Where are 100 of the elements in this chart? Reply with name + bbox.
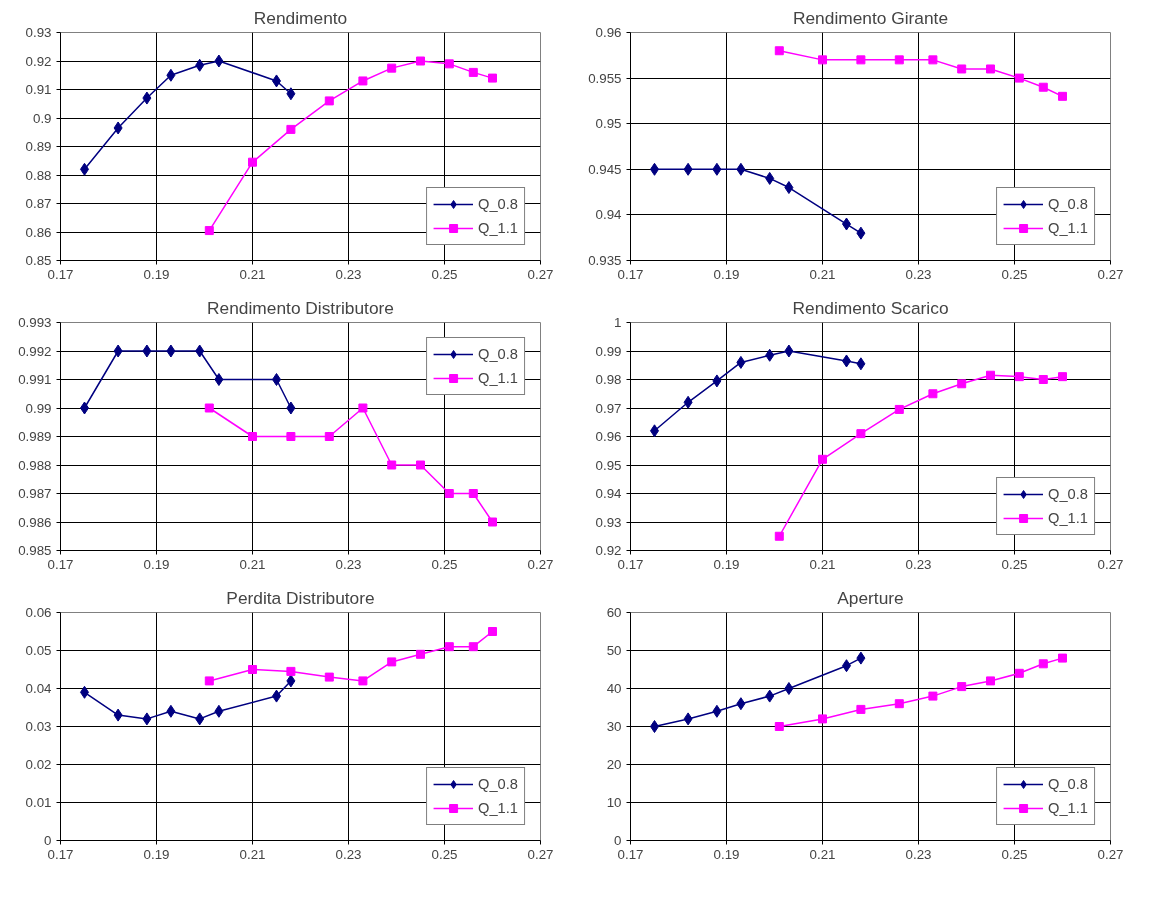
x-tick-label: 0.21 [809,846,836,862]
x-tick-label: 0.23 [335,846,362,862]
x-tick-label: 0.19 [143,556,170,572]
y-tick-label: 0.92 [25,53,52,69]
x-tick-label: 0.17 [617,556,644,572]
y-tick-label: 20 [606,757,622,772]
x-tick-label: 0.23 [905,556,932,572]
y-tick-label: 60 [606,605,622,620]
y-tick-label: 1 [614,315,622,330]
x-tick-label: 0.25 [431,266,458,282]
y-tick-label: 0.99 [595,343,622,359]
chart-title: Aperture [837,587,904,608]
x-tick-label: 0.27 [527,556,554,572]
legend-label: Q_0.8 [478,196,518,212]
y-tick-label: 0.04 [25,681,53,696]
legend-label: Q_1.1 [478,800,518,816]
x-tick-label: 0.21 [809,266,836,282]
chart-title: Rendimento Distributore [207,297,394,318]
legend-label: Q_1.1 [478,220,518,236]
y-tick-label: 0.945 [588,161,622,177]
x-tick-label: 0.17 [47,846,74,862]
y-tick-label: 0.987 [18,486,52,501]
y-tick-label: 0.05 [25,643,52,658]
chart-title: Rendimento Girante [792,7,949,28]
x-tick-label: 0.25 [431,846,458,862]
y-tick-label: 0.9 [32,110,52,126]
y-tick-label: 0.88 [25,167,52,183]
legend-label: Q_0.8 [478,346,518,362]
y-tick-label: 0.87 [25,196,52,211]
legend-label: Q_1.1 [1048,510,1088,526]
legend-label: Q_0.8 [1048,776,1088,792]
y-tick-label: 0.96 [595,429,622,444]
y-tick-label: 0 [614,833,622,848]
y-tick-label: 40 [606,681,622,696]
y-tick-label: 0.93 [595,514,622,530]
y-tick-label: 0.95 [595,116,622,132]
x-tick-label: 0.27 [1097,556,1124,572]
y-tick-label: 0.86 [25,224,52,240]
legend-label: Q_0.8 [478,776,518,792]
x-tick-label: 0.19 [713,266,740,282]
y-tick-label: 0.97 [595,400,622,416]
y-tick-label: 0.99 [25,400,52,416]
x-tick-label: 0.25 [1001,266,1028,282]
y-tick-label: 0.06 [25,605,52,620]
x-tick-label: 0.17 [47,556,74,572]
y-tick-label: 0.01 [25,795,52,810]
chart-title: Rendimento Scarico [792,297,949,318]
y-tick-label: 0 [44,833,52,848]
x-tick-label: 0.21 [239,846,266,862]
x-tick-label: 0.21 [239,266,266,282]
y-tick-label: 0.986 [18,514,52,530]
x-tick-label: 0.25 [1001,846,1028,862]
x-tick-label: 0.27 [1097,266,1124,282]
y-tick-label: 0.988 [18,457,52,473]
y-tick-label: 0.03 [25,719,52,734]
x-tick-label: 0.19 [143,266,170,282]
y-tick-label: 30 [606,719,622,734]
y-tick-label: 0.96 [595,25,622,40]
x-tick-label: 0.19 [143,846,170,862]
chart-title: Perdita Distributore [226,587,375,608]
legend-label: Q_0.8 [1048,196,1088,212]
x-tick-label: 0.17 [617,266,644,282]
x-tick-label: 0.23 [905,266,932,282]
y-tick-label: 0.955 [588,70,622,86]
x-tick-label: 0.17 [617,846,644,862]
y-tick-label: 0.91 [25,82,52,97]
y-tick-label: 0.95 [595,457,622,473]
x-tick-label: 0.23 [335,266,362,282]
x-tick-label: 0.19 [713,846,740,862]
x-tick-label: 0.23 [905,846,932,862]
y-tick-label: 0.992 [18,343,52,359]
y-tick-label: 0.935 [588,253,622,268]
x-tick-label: 0.25 [431,556,458,572]
y-tick-label: 10 [606,795,622,810]
y-tick-label: 0.985 [18,543,52,558]
y-tick-label: 0.991 [18,372,52,387]
legend-label: Q_0.8 [1048,486,1088,502]
x-tick-label: 0.25 [1001,556,1028,572]
y-tick-label: 0.94 [595,207,623,223]
y-tick-label: 0.92 [595,543,622,558]
x-tick-label: 0.17 [47,266,74,282]
y-tick-label: 0.93 [25,25,52,40]
y-tick-label: 0.98 [595,372,622,387]
chart-title: Rendimento [253,7,348,28]
x-tick-label: 0.27 [527,846,554,862]
y-tick-label: 0.89 [25,139,52,154]
x-tick-label: 0.21 [809,556,836,572]
legend-label: Q_1.1 [478,370,518,386]
y-tick-label: 50 [606,643,622,658]
legend-label: Q_1.1 [1048,800,1088,816]
y-tick-label: 0.02 [25,757,52,772]
x-tick-label: 0.27 [1097,846,1124,862]
x-tick-label: 0.19 [713,556,740,572]
y-tick-label: 0.989 [18,429,52,444]
y-tick-label: 0.993 [18,315,52,330]
y-tick-label: 0.85 [25,253,52,268]
y-tick-label: 0.94 [595,486,623,501]
x-tick-label: 0.27 [527,266,554,282]
x-tick-label: 0.21 [239,556,266,572]
legend-label: Q_1.1 [1048,220,1088,236]
